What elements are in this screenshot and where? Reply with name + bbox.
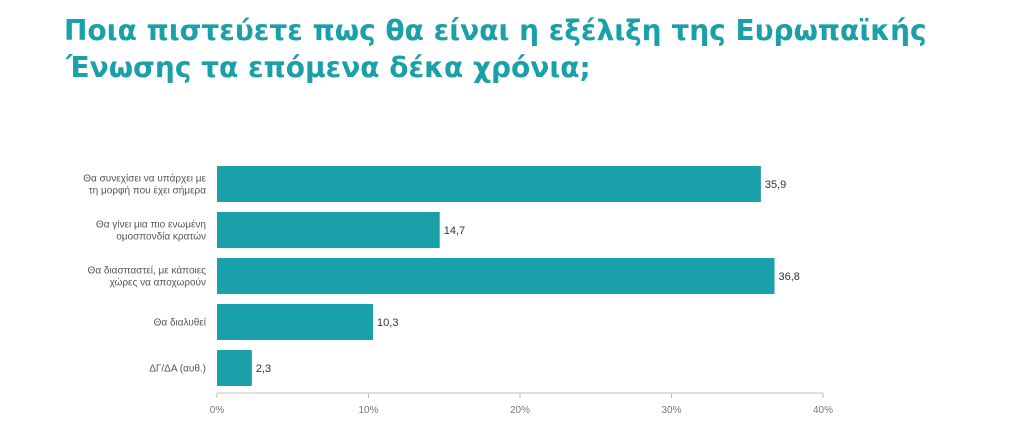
x-tick-label: 30%: [661, 405, 681, 416]
category-label-line: τη μορφή που έχει σήμερα: [89, 185, 206, 197]
bar-value-label: 10,3: [377, 317, 398, 329]
category-label-line: Θα διαλυθεί: [154, 317, 207, 329]
category-label-line: Θα γίνει μια πιο ενωμένη: [96, 219, 206, 231]
bar-value-label: 36,8: [779, 271, 800, 283]
category-label: Θα γίνει μια πιο ενωμένη ομοσπονδία κρατώ…: [96, 219, 206, 243]
bar: [217, 166, 761, 202]
bar-value-label: 14,7: [444, 225, 465, 237]
chart-title-line-1: Ποια πιστεύετε πως θα είναι η εξέλιξη τη…: [64, 14, 927, 47]
chart-title: Ποια πιστεύετε πως θα είναι η εξέλιξη τη…: [64, 12, 964, 86]
category-label-line: ομοσπονδία κρατών: [116, 231, 206, 243]
category-label-line: Θα διασπαστεί, με κάποιες: [88, 265, 207, 277]
category-label-line: ΔΓ/ΔΑ (αυθ.): [149, 364, 206, 375]
chart-title-line-2: Ένωσης τα επόμενα δέκα χρόνια;: [66, 51, 591, 84]
category-label: Θα συνεχίσει να υπάρχει με τη μορφή που έ…: [83, 173, 206, 197]
category-label: ΔΓ/ΔΑ (αυθ.): [149, 364, 206, 375]
bar: [217, 212, 440, 248]
bar-value-label: 2,3: [256, 363, 271, 375]
bar: [217, 350, 252, 386]
bar-value-label: 35,9: [765, 179, 786, 191]
x-tick-label: 40%: [813, 405, 833, 416]
category-label: Θα διαλυθεί: [154, 317, 207, 329]
x-tick-label: 0%: [210, 405, 225, 416]
x-tick-label: 10%: [358, 405, 378, 416]
category-label: Θα διασπαστεί, με κάποιες χώρες να αποχωρ…: [88, 265, 207, 289]
category-label-line: Θα συνεχίσει να υπάρχει με: [83, 173, 206, 185]
bar: [217, 304, 374, 340]
x-tick-label: 20%: [510, 405, 530, 416]
category-label-line: χώρες να αποχωρούν: [110, 277, 206, 289]
bar: [217, 258, 775, 294]
